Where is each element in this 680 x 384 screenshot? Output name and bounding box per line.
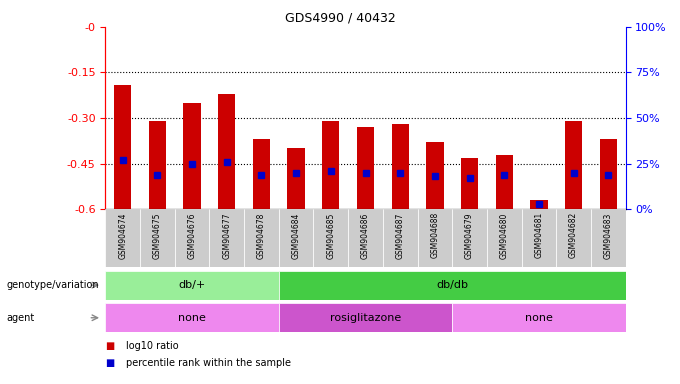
Bar [487,209,522,267]
Bar [591,209,626,267]
Bar [426,142,443,209]
Bar [175,209,209,267]
Text: GSM904674: GSM904674 [118,212,127,259]
Bar [105,271,279,300]
Text: ■: ■ [105,358,115,368]
Text: db/+: db/+ [178,280,206,290]
Text: GSM904678: GSM904678 [257,212,266,258]
Bar [279,303,452,332]
Bar [357,127,374,209]
Text: GSM904676: GSM904676 [188,212,197,259]
Text: GSM904684: GSM904684 [292,212,301,258]
Bar [244,209,279,267]
Text: rosiglitazone: rosiglitazone [330,313,401,323]
Bar [348,209,383,267]
Text: GSM904677: GSM904677 [222,212,231,259]
Bar [184,103,201,209]
Bar [279,209,313,267]
Text: GSM904681: GSM904681 [534,212,543,258]
Bar [496,155,513,209]
Text: GSM904680: GSM904680 [500,212,509,258]
Text: GSM904686: GSM904686 [361,212,370,258]
Bar [322,121,339,209]
Bar [530,200,547,209]
Text: GDS4990 / 40432: GDS4990 / 40432 [285,12,395,25]
Text: log10 ratio: log10 ratio [126,341,178,351]
Bar [556,209,591,267]
Bar [105,209,140,267]
Bar [279,271,626,300]
Bar [209,209,244,267]
Text: agent: agent [7,313,35,323]
Bar [600,139,617,209]
Bar [313,209,348,267]
Bar [452,209,487,267]
Text: GSM904685: GSM904685 [326,212,335,258]
Text: GSM904679: GSM904679 [465,212,474,259]
Bar [418,209,452,267]
Text: GSM904682: GSM904682 [569,212,578,258]
Bar [149,121,166,209]
Bar [218,94,235,209]
Text: none: none [525,313,553,323]
Bar [140,209,175,267]
Bar [565,121,582,209]
Text: db/db: db/db [436,280,469,290]
Text: ■: ■ [105,341,115,351]
Bar [105,303,279,332]
Text: GSM904675: GSM904675 [153,212,162,259]
Bar [383,209,418,267]
Text: GSM904687: GSM904687 [396,212,405,258]
Text: genotype/variation: genotype/variation [7,280,99,290]
Text: GSM904688: GSM904688 [430,212,439,258]
Bar [253,139,270,209]
Bar [288,149,305,209]
Bar [522,209,556,267]
Text: none: none [178,313,206,323]
Text: GSM904683: GSM904683 [604,212,613,258]
Bar [452,303,626,332]
Bar [461,157,478,209]
Bar [392,124,409,209]
Bar [114,84,131,209]
Text: percentile rank within the sample: percentile rank within the sample [126,358,291,368]
